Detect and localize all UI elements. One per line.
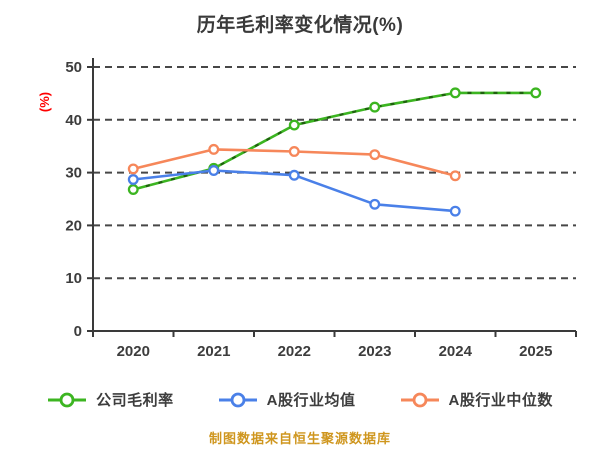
data-point-marker-1 [288, 169, 300, 181]
y-tick-label-10: 10 [65, 270, 82, 287]
x-tick-label-2021: 2021 [197, 343, 230, 360]
legend-marker-industry-avg-icon [218, 392, 257, 407]
legend-label-company: 公司毛利率 [96, 392, 174, 409]
chart-title: 历年毛利率变化情况(%) [196, 15, 404, 36]
data-source-note: 制图数据来自恒生聚源数据库 [208, 431, 391, 446]
data-point-marker-0 [449, 87, 461, 99]
y-tick-label-40: 40 [65, 112, 82, 129]
data-point-marker-2 [288, 146, 300, 157]
legend-marker-industry-median-icon [400, 392, 439, 407]
data-point-marker-1 [208, 165, 220, 176]
y-tick-label-50: 50 [65, 59, 82, 76]
x-tick-label-2020: 2020 [117, 343, 150, 360]
legend-item-industry-avg: A股行业均值 [218, 389, 356, 410]
legend-label-industry-avg: A股行业均值 [266, 392, 356, 409]
x-tick-label-2023: 2023 [358, 343, 391, 360]
data-point-marker-0 [288, 119, 300, 131]
chart-legend: 公司毛利率 A股行业均值 A股行业中位数 [0, 389, 600, 410]
legend-item-industry-median: A股行业中位数 [400, 389, 553, 410]
data-point-marker-1 [127, 174, 139, 185]
data-point-marker-1 [449, 205, 461, 217]
data-point-marker-0 [127, 184, 139, 195]
series-line-0 [132, 91, 538, 191]
legend-ring [59, 392, 75, 407]
data-point-marker-1 [369, 198, 381, 210]
data-point-marker-2 [127, 163, 139, 175]
legend-label-industry-median: A股行业中位数 [448, 392, 553, 409]
x-tick-label-2025: 2025 [519, 343, 552, 360]
x-tick-label-2022: 2022 [278, 343, 311, 360]
y-tick-label-0: 0 [74, 323, 82, 340]
data-point-marker-2 [369, 149, 381, 161]
data-point-marker-0 [530, 87, 542, 99]
legend-marker-company-icon [48, 392, 87, 407]
legend-item-company: 公司毛利率 [47, 389, 174, 410]
data-point-marker-2 [449, 170, 461, 182]
data-point-marker-0 [369, 101, 381, 113]
y-tick-label-30: 30 [65, 165, 82, 182]
legend-ring [230, 392, 246, 407]
x-tick-label-2024: 2024 [439, 343, 473, 360]
data-point-marker-2 [208, 143, 220, 155]
series-line-dash-overlay-0 [133, 91, 536, 191]
legend-ring [412, 392, 427, 407]
y-tick-label-20: 20 [65, 217, 82, 234]
